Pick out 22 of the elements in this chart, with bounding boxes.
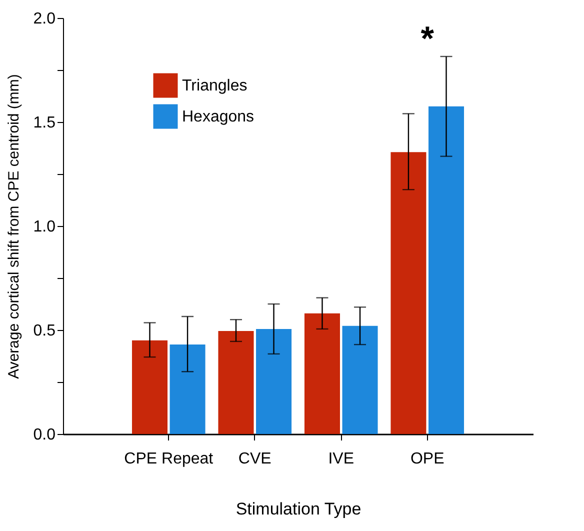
y-tick-label: 0.5 xyxy=(33,322,56,340)
y-tick-label: 2.0 xyxy=(33,10,56,28)
x-tick-label: CPE Repeat xyxy=(124,450,214,468)
annotation: * xyxy=(420,20,435,58)
bar xyxy=(170,344,206,434)
x-tick-label: OPE xyxy=(410,450,444,468)
y-tick-label: 1.0 xyxy=(33,218,56,236)
x-tick-label: IVE xyxy=(328,450,354,468)
y-tick-label: 0.0 xyxy=(33,426,56,444)
y-axis-title: Average cortical shift from CPE centroid (mm) xyxy=(5,74,22,379)
legend-label: Triangles xyxy=(182,78,248,94)
y-tick-label: 1.5 xyxy=(33,114,56,132)
bar xyxy=(218,331,254,434)
x-axis-title: Stimulation Type xyxy=(236,500,362,518)
bar xyxy=(132,340,168,434)
bar xyxy=(304,313,340,434)
legend-label: Hexagons xyxy=(182,108,254,126)
bar xyxy=(428,106,464,434)
bar xyxy=(342,326,378,434)
x-tick-label: CVE xyxy=(238,450,272,468)
bar xyxy=(390,152,426,434)
bar xyxy=(256,328,292,434)
